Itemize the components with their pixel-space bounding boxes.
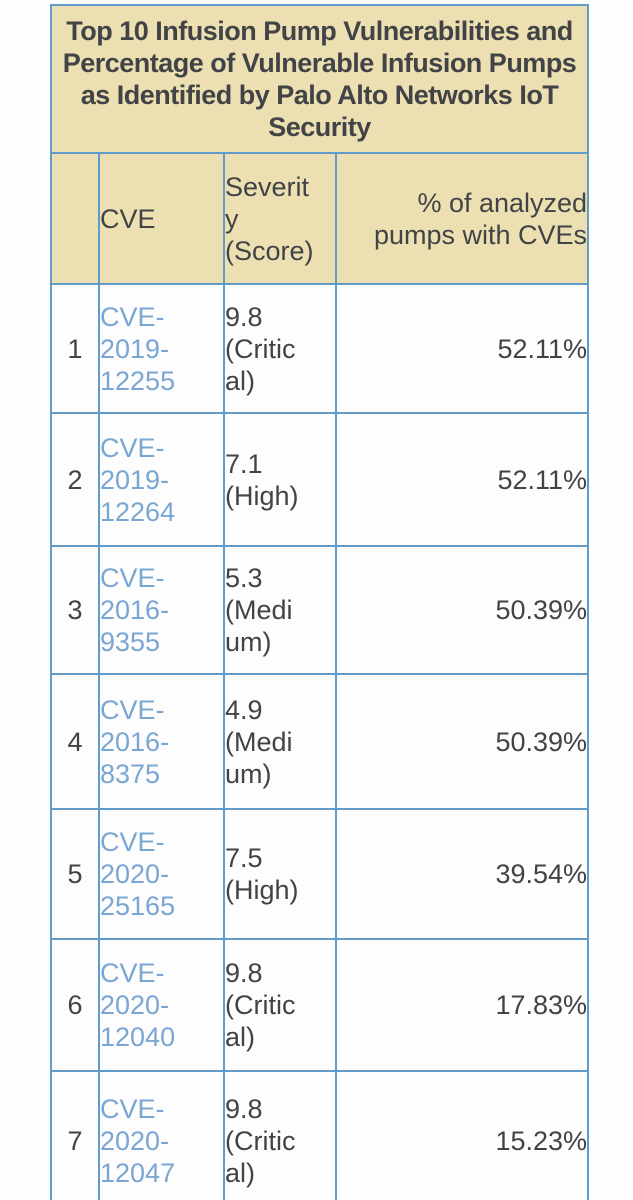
rank-cell: 3 (50, 545, 100, 675)
cve-link[interactable]: CVE- 2020- 12040 (100, 958, 176, 1052)
percent-cell: 39.54% (334, 808, 590, 940)
rank-cell: 7 (50, 1070, 100, 1200)
table-row: 7 CVE- 2020- 12047 9.8 (Critic al) 15.23… (50, 1070, 590, 1200)
vulnerability-table: Top 10 Infusion Pump Vulnerabilities and… (49, 4, 590, 1200)
table-row: 5 CVE- 2020- 25165 7.5 (High) 39.54% (50, 808, 590, 940)
cve-cell: CVE- 2019- 12264 (98, 412, 225, 547)
percent-cell: 15.23% (334, 1070, 590, 1200)
header-severity: Severit y (Score) (223, 152, 337, 285)
header-cve: CVE (98, 152, 225, 285)
rank-cell: 2 (50, 412, 100, 547)
severity-cell: 9.8 (Critic al) (223, 938, 337, 1072)
percent-cell: 52.11% (334, 283, 590, 414)
cve-cell: CVE- 2020- 12047 (98, 1070, 225, 1200)
severity-cell: 7.1 (High) (223, 412, 337, 547)
percent-cell: 50.39% (334, 673, 590, 810)
severity-cell: 5.3 (Medi um) (223, 545, 337, 675)
cve-cell: CVE- 2016- 9355 (98, 545, 225, 675)
cve-cell: CVE- 2020- 25165 (98, 808, 225, 940)
title-row: Top 10 Infusion Pump Vulnerabilities and… (49, 4, 590, 154)
cve-link[interactable]: CVE- 2016- 8375 (100, 694, 170, 789)
table-title: Top 10 Infusion Pump Vulnerabilities and… (49, 4, 590, 154)
rank-cell: 4 (50, 673, 100, 810)
rank-cell: 6 (50, 938, 100, 1072)
severity-cell: 9.8 (Critic al) (223, 1070, 337, 1200)
cve-cell: CVE- 2020- 12040 (98, 938, 225, 1072)
rank-cell: 1 (50, 283, 100, 414)
cve-link[interactable]: CVE- 2020- 25165 (100, 827, 176, 921)
percent-cell: 52.11% (334, 412, 590, 547)
header-row: CVE Severit y (Score) % of analyzed pump… (50, 152, 590, 285)
cve-link[interactable]: CVE- 2016- 9355 (100, 563, 170, 657)
severity-cell: 9.8 (Critic al) (223, 283, 337, 414)
header-rank (50, 152, 100, 285)
table-row: 3 CVE- 2016- 9355 5.3 (Medi um) 50.39% (50, 545, 590, 675)
severity-cell: 7.5 (High) (223, 808, 337, 940)
header-percent-analyzed: % of analyzed pumps with CVEs (334, 152, 590, 285)
percent-cell: 17.83% (334, 938, 590, 1072)
cve-link[interactable]: CVE- 2020- 12047 (100, 1094, 176, 1188)
table-row: 2 CVE- 2019- 12264 7.1 (High) 52.11% (50, 412, 590, 547)
table-row: 4 CVE- 2016- 8375 4.9 (Medi um) 50.39% (50, 673, 590, 810)
severity-cell: 4.9 (Medi um) (223, 673, 337, 810)
table-row: 6 CVE- 2020- 12040 9.8 (Critic al) 17.83… (50, 938, 590, 1072)
cve-cell: CVE- 2016- 8375 (98, 673, 225, 810)
table-row: 1 CVE- 2019- 12255 9.8 (Critic al) 52.11… (50, 283, 590, 414)
cve-link[interactable]: CVE- 2019- 12264 (100, 432, 176, 527)
percent-cell: 50.39% (334, 545, 590, 675)
cve-cell: CVE- 2019- 12255 (98, 283, 225, 414)
cve-link[interactable]: CVE- 2019- 12255 (100, 301, 176, 396)
rank-cell: 5 (50, 808, 100, 940)
